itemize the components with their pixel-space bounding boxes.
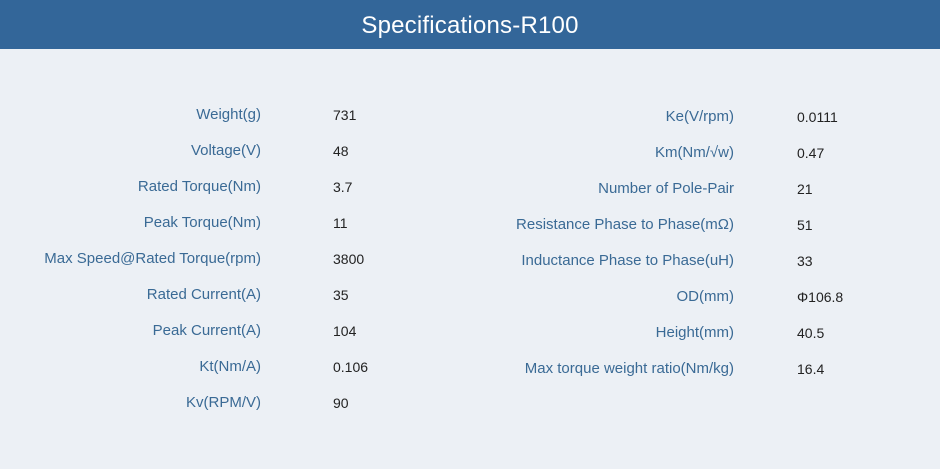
spec-label: Number of Pole-Pair <box>598 180 734 197</box>
spec-label: Height(mm) <box>655 324 734 341</box>
spec-label: Kv(RPM/V) <box>186 394 261 411</box>
spec-value: 0.106 <box>333 359 369 375</box>
spec-label: Max torque weight ratio(Nm/kg) <box>524 360 734 377</box>
spec-row-height: Height(mm) 40.5 <box>470 315 940 351</box>
spec-value: 0.0111 <box>797 109 838 125</box>
spec-value: 35 <box>333 287 349 303</box>
spec-row-inductance: Inductance Phase to Phase(uH) 33 <box>470 243 940 279</box>
spec-row-resistance: Resistance Phase to Phase(mΩ) 51 <box>470 207 940 243</box>
spec-label: Rated Current(A) <box>146 286 261 303</box>
spec-row-ke: Ke(V/rpm) 0.0111 <box>470 99 940 135</box>
spec-value: 90 <box>333 395 349 411</box>
spec-label: Peak Torque(Nm) <box>143 214 261 231</box>
spec-label: Weight(g) <box>196 106 261 123</box>
spec-row-od: OD(mm) Φ106.8 <box>470 279 940 315</box>
spec-label: Inductance Phase to Phase(uH) <box>521 252 734 269</box>
spec-value: 11 <box>333 215 348 231</box>
spec-value: 3800 <box>333 251 365 267</box>
spec-value: 51 <box>797 217 813 233</box>
spec-row-kt: Kt(Nm/A) 0.106 <box>0 349 470 385</box>
spec-row-max-speed: Max Speed@Rated Torque(rpm) 3800 <box>0 241 470 277</box>
spec-row-km: Km(Nm/√w) 0.47 <box>470 135 940 171</box>
spec-row-kv: Kv(RPM/V) 90 <box>0 385 470 421</box>
spec-value: 3.7 <box>333 179 353 195</box>
spec-row-rated-current: Rated Current(A) 35 <box>0 277 470 313</box>
spec-value: 0.47 <box>797 145 825 161</box>
spec-label: Peak Current(A) <box>152 322 261 339</box>
spec-label: OD(mm) <box>676 288 734 305</box>
spec-row-voltage: Voltage(V) 48 <box>0 133 470 169</box>
spec-row-pole-pair: Number of Pole-Pair 21 <box>470 171 940 207</box>
spec-value: 40.5 <box>797 325 825 341</box>
spec-label: Voltage(V) <box>190 142 261 159</box>
spec-label: Ke(V/rpm) <box>665 108 734 125</box>
spec-value: 21 <box>797 181 813 197</box>
spec-row-peak-torque: Peak Torque(Nm) 11 <box>0 205 470 241</box>
spec-label: Km(Nm/√w) <box>654 144 734 161</box>
spec-value: 16.4 <box>797 361 825 377</box>
spec-value: Φ106.8 <box>797 289 844 305</box>
spec-table-left: Weight(g) 731 Voltage(V) 48 Rated Torque… <box>0 97 470 421</box>
page-title-banner: Specifications-R100 <box>0 0 940 49</box>
spec-row-torque-weight-ratio: Max torque weight ratio(Nm/kg) 16.4 <box>470 351 940 387</box>
spec-table-right: Ke(V/rpm) 0.0111 Km(Nm/√w) 0.47 Number o… <box>470 99 940 387</box>
spec-row-rated-torque: Rated Torque(Nm) 3.7 <box>0 169 470 205</box>
spec-row-peak-current: Peak Current(A) 104 <box>0 313 470 349</box>
spec-value: 104 <box>333 323 357 339</box>
spec-row-weight: Weight(g) 731 <box>0 97 470 133</box>
page-title: Specifications-R100 <box>361 12 579 39</box>
spec-label: Kt(Nm/A) <box>199 358 261 375</box>
spec-label: Max Speed@Rated Torque(rpm) <box>44 250 261 267</box>
spec-label: Rated Torque(Nm) <box>137 178 261 195</box>
spec-value: 48 <box>333 143 349 159</box>
spec-value: 731 <box>333 107 357 123</box>
spec-value: 33 <box>797 253 813 269</box>
spec-label: Resistance Phase to Phase(mΩ) <box>516 216 734 233</box>
